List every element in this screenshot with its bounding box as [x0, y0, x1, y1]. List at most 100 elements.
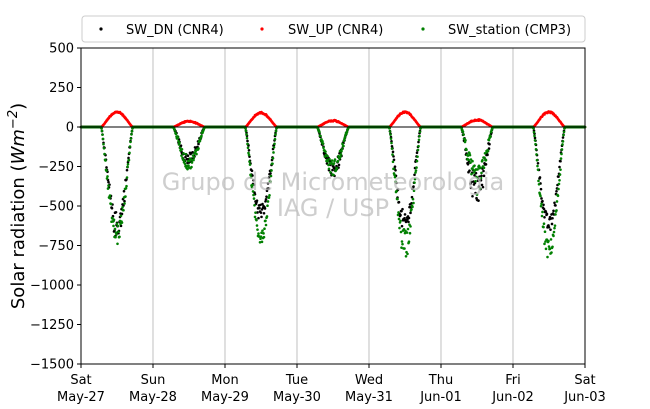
data-point [561, 140, 565, 143]
data-point [260, 240, 264, 244]
data-point [399, 230, 403, 234]
data-point [183, 162, 187, 166]
watermark-line-1: Grupo de Micrometeorologia [162, 168, 504, 196]
data-point [263, 227, 266, 231]
data-point [550, 222, 554, 226]
data-point [259, 235, 263, 238]
data-point [562, 133, 565, 137]
data-point [122, 189, 126, 193]
data-point [274, 129, 278, 133]
data-point [410, 195, 414, 199]
data-point [533, 134, 536, 138]
data-point [261, 202, 264, 206]
data-point [412, 185, 415, 188]
data-point [418, 134, 421, 138]
data-point [266, 204, 269, 207]
data-point [400, 224, 404, 228]
data-point [264, 219, 267, 223]
data-point [408, 231, 412, 235]
data-point [480, 174, 483, 178]
data-point [265, 215, 269, 218]
data-point [251, 183, 254, 187]
data-point [102, 142, 105, 146]
data-point [249, 173, 252, 177]
data-point [190, 161, 194, 164]
data-point [256, 228, 259, 231]
data-point [127, 156, 130, 160]
x-tick-label-date: Jun-02 [491, 390, 534, 405]
data-point [251, 174, 254, 177]
data-point [414, 169, 418, 172]
data-point [475, 175, 478, 179]
data-point [253, 215, 257, 219]
data-point [537, 179, 540, 183]
data-point [120, 221, 124, 224]
data-point [413, 173, 416, 177]
legend-box [81, 15, 586, 43]
data-point [123, 202, 126, 205]
data-point [477, 199, 480, 202]
data-point [540, 214, 544, 218]
data-point [397, 211, 400, 214]
data-point [179, 144, 183, 147]
data-point [551, 245, 554, 249]
data-point [326, 160, 330, 163]
data-point [555, 200, 559, 203]
data-point [267, 176, 271, 179]
data-point [390, 139, 393, 143]
data-point [558, 178, 561, 182]
data-point [125, 168, 129, 172]
data-point [198, 139, 202, 143]
data-point [478, 187, 482, 190]
data-point [265, 195, 268, 198]
data-point [321, 139, 324, 143]
x-tick-label-date: Jun-01 [419, 390, 462, 405]
data-point [102, 146, 106, 150]
data-point [555, 189, 558, 193]
data-point [535, 158, 539, 162]
x-tick-label-date: May-31 [345, 390, 393, 405]
data-point [245, 133, 248, 136]
data-point [333, 158, 337, 161]
data-point [532, 130, 536, 134]
y-tick-label: −1000 [30, 279, 74, 294]
data-point [339, 153, 343, 156]
data-point [394, 169, 397, 172]
y-tick-label: −500 [38, 200, 74, 215]
data-point [545, 212, 549, 216]
data-point [330, 159, 334, 162]
data-point [553, 201, 556, 205]
data-point [264, 223, 268, 227]
data-point [115, 222, 119, 226]
data-point [100, 127, 103, 130]
data-point [548, 247, 552, 250]
data-point [113, 227, 117, 231]
data-point [173, 129, 177, 132]
data-point [486, 149, 490, 153]
data-point [391, 160, 395, 164]
data-point [252, 193, 255, 197]
data-point [192, 158, 195, 162]
data-point [540, 197, 543, 200]
data-point [536, 164, 539, 168]
data-point [546, 255, 549, 259]
x-tick-label-day: Fri [505, 373, 521, 388]
data-point [553, 224, 557, 227]
data-point [340, 147, 344, 151]
data-point [115, 233, 118, 236]
data-point [413, 181, 416, 184]
data-point [395, 189, 398, 193]
data-point [262, 232, 265, 235]
data-point [101, 133, 104, 136]
y-axis-label: Solar radiation (Wm−2) [6, 103, 29, 309]
data-point [264, 200, 267, 203]
watermark-line-2: IAG / USP [277, 194, 389, 222]
x-tick-label-day: Tue [285, 373, 308, 388]
data-point [404, 229, 407, 233]
data-point [479, 176, 483, 180]
data-point [479, 166, 482, 169]
data-point [260, 215, 263, 219]
data-point [261, 229, 264, 232]
data-point [390, 141, 393, 145]
data-point [465, 148, 468, 152]
